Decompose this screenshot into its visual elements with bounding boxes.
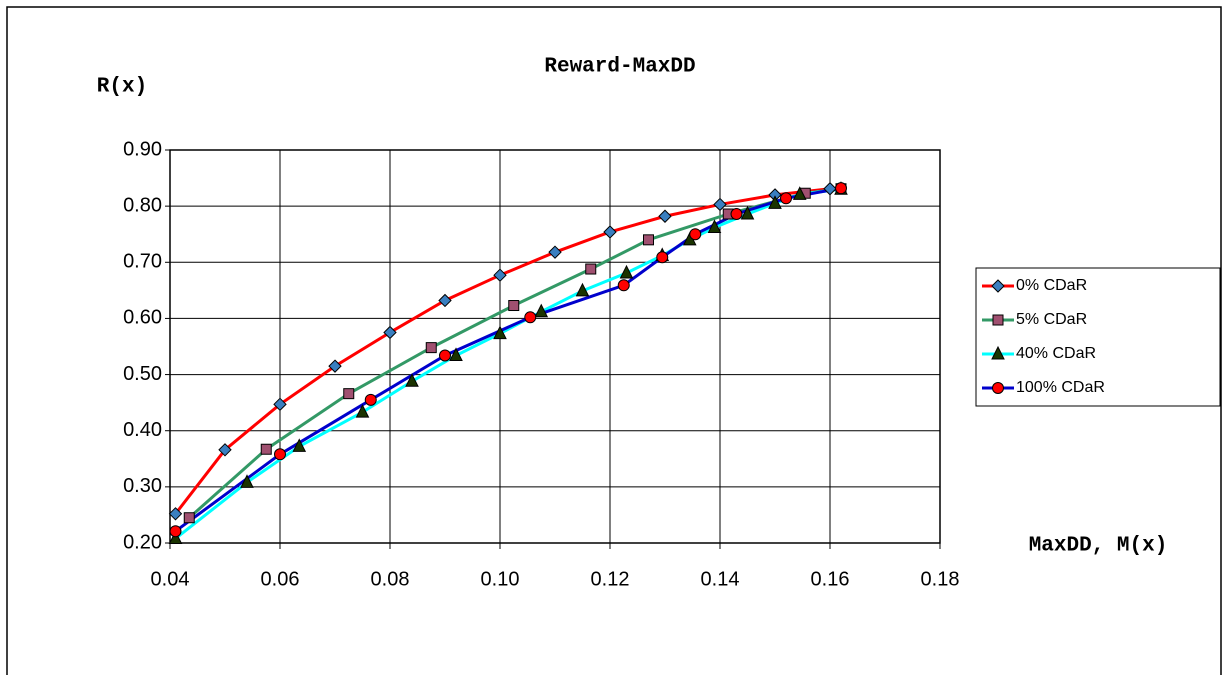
series-line (188, 187, 842, 519)
marker (168, 507, 183, 521)
marker (240, 474, 254, 488)
marker (780, 192, 792, 205)
marker (343, 388, 355, 400)
x-axis-label: MaxDD, M(x) (1029, 535, 1168, 558)
marker (823, 182, 837, 196)
x-tick-label: 0.18 (921, 568, 960, 590)
marker (493, 268, 507, 282)
marker (508, 300, 520, 312)
marker (274, 448, 286, 461)
series-line (174, 186, 842, 533)
x-tick-label: 0.08 (371, 568, 410, 590)
y-axis-label: R(x) (97, 76, 147, 99)
y-tick-label: 0.50 (123, 363, 162, 385)
y-tick-label: 0.90 (123, 138, 162, 160)
marker (740, 205, 755, 220)
marker (364, 393, 377, 406)
y-tick-label: 0.80 (123, 194, 162, 216)
legend-box (975, 267, 1221, 407)
marker (439, 349, 451, 362)
legend-label: 100% CDaR (1016, 379, 1105, 396)
marker (575, 282, 590, 297)
marker (730, 208, 743, 221)
series-line (174, 187, 842, 540)
marker (548, 245, 562, 259)
marker (169, 525, 182, 538)
marker (524, 311, 537, 324)
x-tick-label: 0.06 (261, 568, 300, 590)
marker (658, 209, 672, 223)
x-tick-label: 0.14 (701, 568, 740, 590)
marker (835, 182, 847, 195)
marker (792, 186, 807, 200)
marker (617, 279, 630, 292)
y-tick-label: 0.40 (123, 419, 162, 441)
marker (643, 234, 654, 246)
marker (992, 314, 1004, 326)
marker (260, 443, 272, 455)
marker (449, 347, 463, 361)
marker (355, 404, 370, 418)
marker (603, 225, 617, 239)
x-tick-label: 0.10 (481, 568, 520, 590)
marker (273, 397, 287, 412)
marker (493, 325, 507, 340)
x-tick-label: 0.12 (591, 568, 630, 590)
y-tick-label: 0.20 (123, 531, 162, 553)
marker (768, 195, 782, 209)
legend-label: 0% CDaR (1016, 277, 1087, 294)
chart-frame (6, 6, 1222, 675)
y-tick-label: 0.30 (123, 475, 162, 497)
marker (168, 530, 183, 545)
marker (425, 342, 437, 354)
marker (438, 293, 452, 308)
marker (183, 512, 195, 524)
legend-label: 40% CDaR (1016, 345, 1096, 362)
y-tick-label: 0.70 (123, 251, 162, 273)
marker (585, 263, 597, 275)
x-tick-label: 0.16 (811, 568, 850, 590)
marker (991, 279, 1005, 293)
marker (405, 373, 419, 387)
marker (292, 438, 307, 452)
marker (619, 264, 634, 279)
x-tick-label: 0.04 (151, 568, 190, 590)
marker (328, 359, 342, 373)
plot-frame (169, 149, 941, 544)
marker (992, 382, 1004, 394)
marker (218, 443, 232, 457)
y-tick-label: 0.60 (123, 307, 162, 329)
legend-label: 5% CDaR (1016, 311, 1087, 328)
marker (383, 325, 397, 340)
marker (713, 197, 727, 212)
marker (707, 219, 722, 233)
chart-title: Reward-MaxDD (544, 56, 695, 79)
marker (656, 251, 669, 264)
marker (534, 303, 549, 318)
marker (689, 228, 702, 241)
marker (991, 345, 1005, 360)
